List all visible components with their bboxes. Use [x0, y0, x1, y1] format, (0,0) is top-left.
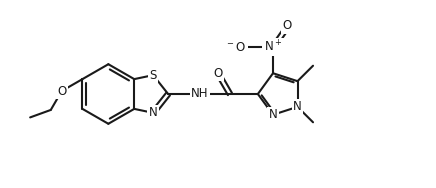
Text: $^-$O: $^-$O	[225, 41, 246, 54]
Text: O: O	[57, 85, 66, 98]
Text: O: O	[282, 19, 291, 32]
Text: N: N	[149, 106, 157, 119]
Text: N: N	[269, 108, 277, 121]
Text: NH: NH	[191, 87, 209, 101]
Text: N$^+$: N$^+$	[264, 40, 282, 55]
Text: N: N	[293, 100, 302, 113]
Text: S: S	[150, 69, 157, 82]
Text: O: O	[213, 67, 223, 80]
